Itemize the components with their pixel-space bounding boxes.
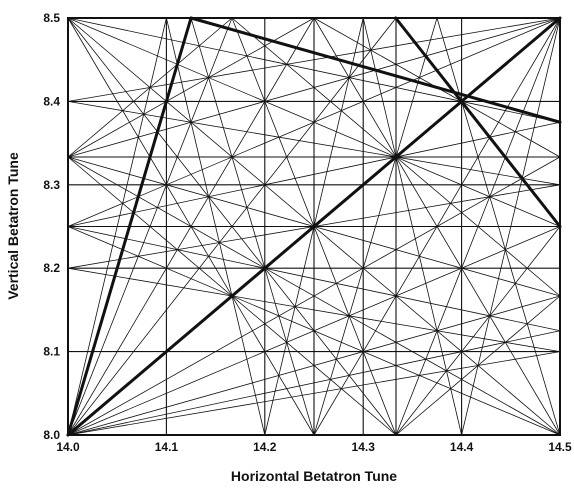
y-tick-label: 8.4 (43, 94, 60, 108)
highlighted-resonance-lines (66, 16, 562, 437)
highlighted-resonance-line (66, 16, 193, 437)
highlighted-resonance-line (66, 16, 562, 437)
y-tick-label: 8.3 (43, 178, 60, 192)
x-tick-label: 14.5 (548, 440, 572, 454)
x-tick-labels: 14.0 14.1 14.2 14.3 14.4 14.5 (56, 440, 572, 454)
highlighted-resonance-line (189, 16, 562, 124)
y-tick-label: 8.0 (43, 428, 60, 442)
x-tick-label: 14.2 (253, 440, 277, 454)
x-tick-label: 14.4 (450, 440, 474, 454)
plot-frame (67, 17, 561, 436)
resonance-line (395, 226, 561, 436)
resonance-line (67, 17, 315, 158)
highlighted-resonance-line (394, 16, 562, 228)
y-tick-label: 8.2 (43, 261, 60, 275)
x-tick-label: 14.1 (155, 440, 179, 454)
y-axis-label: Vertical Betatron Tune (5, 152, 21, 300)
x-tick-label: 14.3 (352, 440, 376, 454)
y-tick-label: 8.5 (43, 11, 60, 25)
x-axis-label: Horizontal Betatron Tune (231, 468, 397, 484)
x-tick-label: 14.0 (56, 440, 80, 454)
y-tick-labels: 8.0 8.1 8.2 8.3 8.4 8.5 (43, 11, 60, 442)
y-tick-label: 8.1 (43, 345, 60, 359)
